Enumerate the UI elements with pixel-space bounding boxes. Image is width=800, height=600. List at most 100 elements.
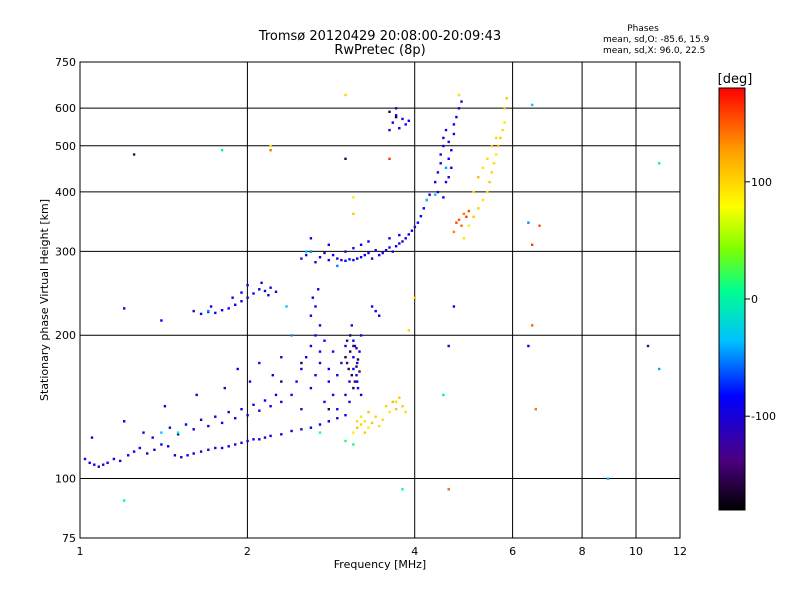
- x-tick-label: 12: [673, 545, 687, 558]
- echo-point: [450, 149, 453, 152]
- echo-point: [356, 426, 359, 429]
- echo-point: [252, 292, 255, 295]
- echo-point: [401, 240, 404, 243]
- echo-point: [240, 291, 243, 294]
- echo-point: [388, 128, 391, 132]
- echo-point: [465, 215, 468, 218]
- echo-point: [442, 136, 445, 140]
- echo-point: [305, 356, 308, 359]
- echo-point: [356, 420, 359, 423]
- echo-point: [263, 399, 267, 402]
- echo-point: [336, 264, 339, 268]
- echo-point: [497, 144, 500, 148]
- echo-point: [531, 103, 534, 107]
- echo-point: [258, 361, 261, 365]
- echo-point: [123, 307, 126, 310]
- echo-point: [356, 380, 359, 383]
- echo-point: [388, 237, 391, 240]
- echo-point: [457, 107, 461, 110]
- echo-point: [220, 446, 224, 450]
- echo-point: [505, 97, 508, 100]
- echo-point: [168, 426, 172, 429]
- echo-point: [367, 410, 370, 414]
- echo-point: [422, 207, 425, 210]
- echo-point: [102, 463, 105, 466]
- echo-point: [309, 314, 313, 317]
- echo-point: [192, 309, 195, 313]
- echo-point: [348, 380, 351, 383]
- echo-point: [394, 400, 398, 404]
- echo-point: [234, 417, 237, 420]
- echo-point: [374, 415, 377, 418]
- colorbar-tick-label: -100: [751, 410, 776, 423]
- echo-point: [394, 115, 398, 119]
- y-tick-label: 500: [55, 140, 76, 153]
- echo-point: [398, 233, 401, 237]
- echo-point: [363, 431, 366, 434]
- echo-point: [132, 450, 136, 453]
- echo-point: [447, 140, 450, 144]
- echo-point: [452, 305, 456, 308]
- echo-point: [352, 367, 355, 371]
- echo-point: [359, 334, 363, 337]
- echo-point: [391, 121, 394, 124]
- echo-point: [146, 452, 149, 455]
- echo-point: [503, 107, 506, 110]
- colorbar: [718, 87, 746, 511]
- echo-point: [381, 418, 384, 421]
- echo-point: [106, 461, 109, 464]
- echo-point: [436, 171, 440, 174]
- echo-point: [258, 409, 261, 412]
- echo-point: [348, 400, 351, 404]
- echo-point: [404, 123, 407, 126]
- echo-point: [472, 190, 475, 194]
- echo-point: [428, 193, 431, 196]
- echo-point: [344, 356, 347, 359]
- echo-point: [90, 436, 94, 439]
- echo-point: [527, 344, 530, 348]
- echo-point: [349, 334, 352, 337]
- echo-point: [394, 408, 398, 411]
- y-tick-label: 200: [55, 329, 76, 342]
- echo-point: [290, 334, 293, 337]
- echo-point: [378, 424, 381, 428]
- echo-point: [336, 417, 339, 420]
- echo-point: [112, 457, 116, 461]
- echo-point: [199, 418, 203, 421]
- x-tick-label: 6: [509, 545, 516, 558]
- chart-subtitle: RwPretec (8p): [334, 43, 425, 58]
- echo-point: [363, 253, 366, 257]
- echo-point: [195, 393, 198, 397]
- echo-point: [214, 446, 217, 450]
- echo-point: [407, 119, 410, 122]
- echo-point: [269, 286, 272, 289]
- echo-point: [352, 344, 355, 348]
- echo-point: [160, 319, 163, 322]
- echo-point: [472, 215, 475, 218]
- echo-point: [323, 251, 326, 255]
- echo-point: [352, 258, 355, 262]
- echo-point: [442, 144, 445, 148]
- echo-point: [280, 356, 283, 359]
- echo-point: [347, 367, 350, 371]
- echo-point: [290, 429, 293, 433]
- echo-point: [477, 207, 480, 210]
- echo-point: [481, 198, 485, 202]
- echo-point: [410, 229, 414, 232]
- echo-point: [295, 380, 298, 383]
- echo-point: [318, 256, 322, 259]
- echo-point: [309, 426, 313, 429]
- echo-point: [439, 153, 442, 156]
- echo-point: [246, 439, 249, 443]
- echo-point: [419, 215, 423, 218]
- echo-point: [353, 380, 357, 383]
- echo-point: [394, 114, 398, 117]
- echo-point: [367, 426, 370, 429]
- echo-point: [234, 443, 237, 446]
- echo-point: [344, 439, 347, 443]
- echo-point: [355, 365, 358, 368]
- echo-point: [455, 115, 458, 119]
- echo-point: [184, 423, 188, 426]
- echo-point: [356, 257, 359, 260]
- echo-point: [248, 380, 252, 383]
